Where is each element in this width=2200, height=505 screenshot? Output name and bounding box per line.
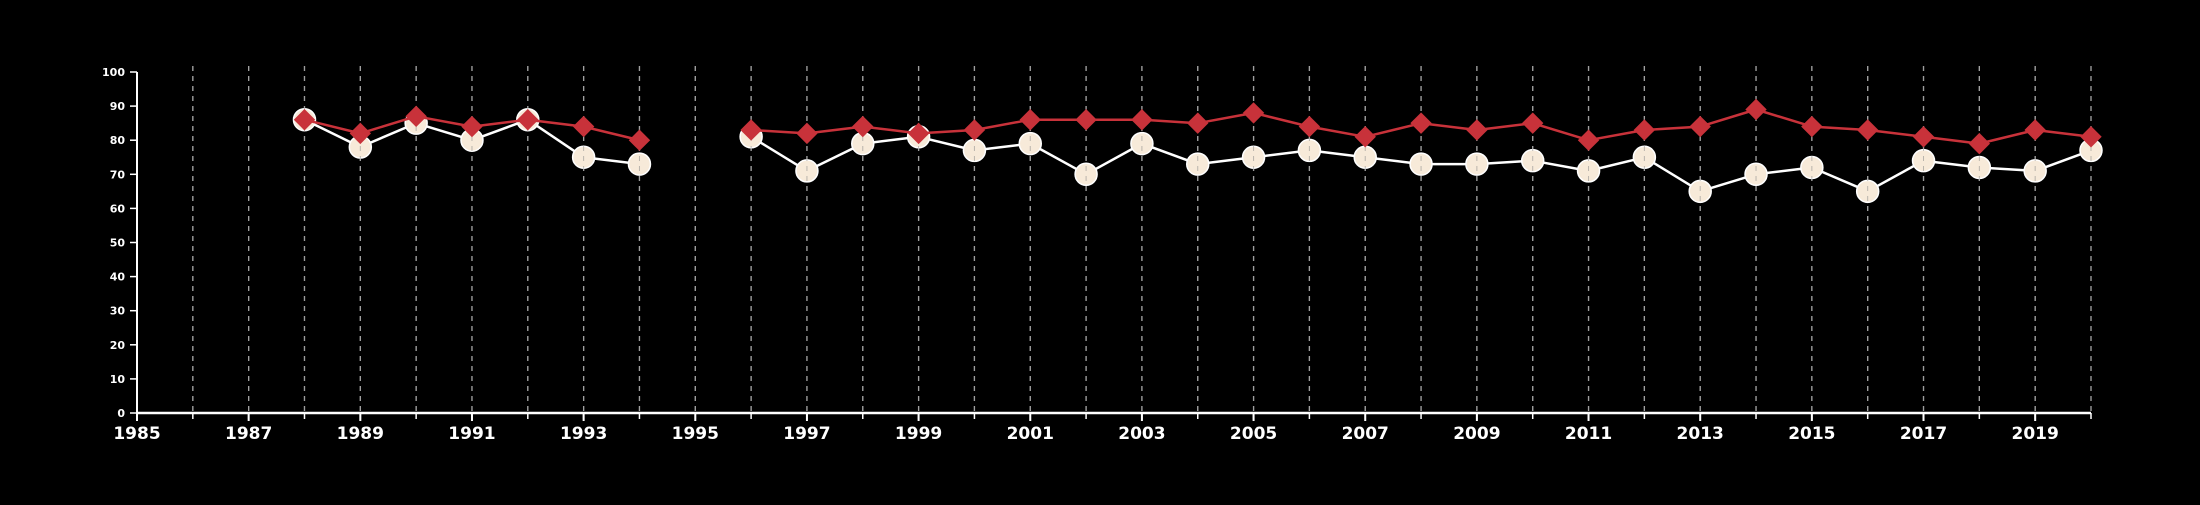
series-1-point-2015: [1801, 115, 1823, 138]
series-1-point-1994: [628, 129, 651, 151]
x-tick-label-1999: 1999: [895, 424, 942, 444]
series-1: [293, 98, 2102, 155]
x-tick-label-1991: 1991: [448, 424, 495, 444]
y-tick-label-30: 30: [110, 305, 126, 318]
series-1-point-2000: [963, 119, 986, 141]
y-tick-label-80: 80: [110, 134, 126, 147]
x-tick-label-2001: 2001: [1007, 424, 1054, 444]
series-2-point-2008: [1409, 152, 1433, 176]
x-tick-label-1989: 1989: [337, 424, 384, 444]
x-tick-label-2003: 2003: [1118, 424, 1165, 444]
axes: 0 10 20 30 40 50 60 70 80 90 100 1985 1987 1989 1991 19…: [102, 66, 2092, 444]
x-tick-label-2015: 2015: [1788, 424, 1835, 444]
x-tick-label-2011: 2011: [1565, 424, 1612, 444]
series-1-point-2008: [1410, 112, 1432, 134]
series-2-point-2001: [1018, 131, 1043, 156]
series-1-point-2006: [1298, 115, 1321, 138]
series-1-point-2004: [1187, 112, 1209, 134]
y-tick-label-60: 60: [110, 202, 126, 215]
series-1-point-2020: [2080, 126, 2102, 148]
series-2: [292, 107, 2103, 204]
y-tick-label-50: 50: [110, 237, 126, 250]
series-2-point-2003: [1130, 131, 1154, 156]
gridline-overlay: [192, 66, 2092, 413]
series-1-point-2009: [1466, 119, 1488, 141]
series-1-point-2013: [1689, 115, 1711, 138]
y-tick-label-70: 70: [110, 168, 126, 181]
series-1-point-2012: [1633, 119, 1656, 141]
series-1-point-2019: [2024, 119, 2046, 141]
series-1-point-1992: [517, 109, 539, 131]
series-1-point-1991: [461, 115, 483, 138]
series-2-point-2002: [1074, 162, 1098, 187]
series-1-point-2010: [1522, 112, 1544, 134]
y-tick-label-100: 100: [102, 66, 125, 79]
y-tick-label-10: 10: [110, 373, 126, 386]
x-tick-label-2013: 2013: [1677, 424, 1724, 444]
x-tick-label-1993: 1993: [560, 424, 607, 444]
series-1-point-1990: [405, 105, 427, 128]
series-1-point-1993: [572, 115, 595, 138]
x-tick-label-2007: 2007: [1342, 424, 1389, 444]
series-1-point-2016: [1856, 119, 1879, 141]
series-1-point-2002: [1075, 109, 1097, 131]
series-1-point-1989: [349, 122, 372, 145]
series-1-point-2001: [1019, 109, 1041, 131]
series-2-point-2014: [1744, 162, 1768, 187]
series-1-point-1999: [907, 122, 930, 145]
x-tick-label-1987: 1987: [225, 424, 272, 444]
x-tick-label-1995: 1995: [672, 424, 719, 444]
series-1-point-2007: [1354, 126, 1376, 148]
x-tick-label-2009: 2009: [1453, 424, 1500, 444]
x-tick-label-1985: 1985: [113, 424, 160, 444]
series-1-point-2014: [1745, 98, 1767, 121]
series-1-point-1996: [740, 119, 762, 141]
x-tick-label-2005: 2005: [1230, 424, 1277, 444]
x-tick-label-1997: 1997: [783, 424, 830, 444]
series-2-point-2004: [1185, 152, 1210, 176]
series-1-point-1988: [293, 109, 316, 131]
series-1-point-2017: [1912, 126, 1935, 148]
series-2-point-2009: [1465, 152, 1489, 176]
series-1-point-1997: [796, 122, 818, 145]
series-group: [192, 66, 2103, 413]
series-1-point-1998: [852, 115, 874, 138]
x-tick-label-2017: 2017: [1900, 424, 1947, 444]
x-tick-label-2019: 2019: [2012, 424, 2059, 444]
series-1-point-2018: [1968, 132, 1991, 155]
y-tick-label-0: 0: [117, 407, 125, 420]
y-tick-label-20: 20: [110, 339, 126, 352]
series-1-point-2011: [1577, 129, 1600, 151]
series-2-point-1994: [627, 152, 652, 176]
series-1-point-2005: [1242, 102, 1265, 124]
y-tick-label-90: 90: [110, 100, 126, 113]
y-tick-label-40: 40: [110, 271, 126, 284]
series-1-point-2003: [1131, 109, 1153, 131]
